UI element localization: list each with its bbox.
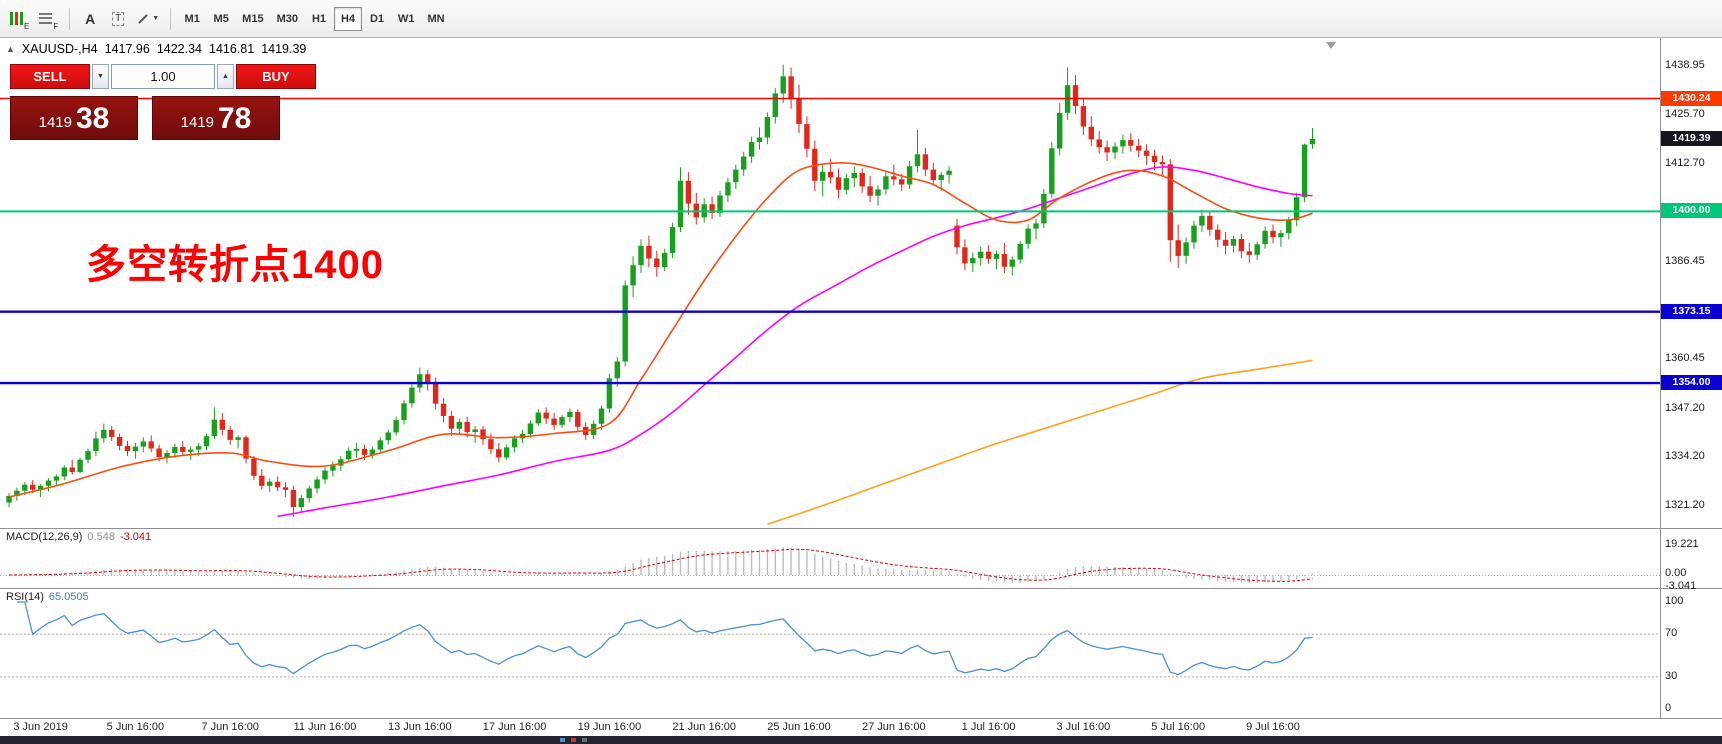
chart-ohlc-title: ▲ XAUUSD-,H4 1417.96 1422.34 1416.81 141… <box>6 42 306 56</box>
chart-shift-marker-icon[interactable] <box>1326 42 1336 49</box>
rsi-value: 65.0505 <box>48 591 89 603</box>
chevron-down-icon: ▼ <box>152 15 160 22</box>
bid-price-display: 1419 38 <box>10 96 138 140</box>
timeframe-toolbar: M1 M5 M15 M30 H1 H4 D1 W1 MN <box>178 6 450 31</box>
timeframe-h4-button[interactable]: H4 <box>333 6 362 31</box>
timeframe-m1-button[interactable]: M1 <box>184 12 200 25</box>
candlestick-chart-icon <box>10 12 23 25</box>
rsi-line <box>16 601 1313 676</box>
toolbar: E F A T ▼ M1 M5 M15 M30 H1 H4 D1 W1 MN <box>0 0 1722 38</box>
indicator-ea-e-button[interactable]: E <box>6 6 33 32</box>
close-value: 1419.39 <box>261 42 307 56</box>
macd-main-value: 0.548 <box>87 531 115 543</box>
taskbar-icon <box>571 738 576 742</box>
macd-pane <box>0 547 1660 583</box>
volume-increase-button[interactable]: ▲ <box>217 64 234 89</box>
volume-input[interactable] <box>111 64 215 89</box>
rsi-pane <box>0 601 1660 678</box>
panel-collapse-icon[interactable]: ▲ <box>6 44 15 54</box>
timeframe-w1-button[interactable]: W1 <box>397 12 415 25</box>
candles-layer <box>6 64 1316 517</box>
bid-price-main: 1419 <box>38 114 72 131</box>
tool-f-label: F <box>53 21 59 31</box>
macd-signal-value: -3.041 <box>119 531 152 543</box>
list-lines-icon <box>39 13 53 24</box>
ask-price-main: 1419 <box>180 114 214 131</box>
font-tool-button[interactable]: A <box>77 6 103 32</box>
symbol-period-label: XAUUSD-,H4 <box>21 42 98 56</box>
tool-e-label: E <box>24 21 30 31</box>
low-value: 1416.81 <box>209 42 255 56</box>
macd-histogram <box>16 547 1314 583</box>
timeframe-mn-button[interactable]: MN <box>427 12 445 25</box>
timeframe-d1-button[interactable]: D1 <box>369 12 385 25</box>
macd-signal-line <box>9 548 1313 582</box>
rsi-name: RSI(14) <box>6 591 44 603</box>
taskbar-icon <box>560 738 565 742</box>
buy-button[interactable]: BUY <box>236 64 316 89</box>
chart-text-annotation[interactable]: 多空转折点1400 <box>86 243 384 287</box>
macd-name: MACD(12,26,9) <box>6 531 83 543</box>
text-box-icon: T <box>112 11 125 26</box>
timeframe-h1-button[interactable]: H1 <box>311 12 327 25</box>
timeframe-m15-button[interactable]: M15 <box>242 12 264 25</box>
macd-indicator-label: MACD(12,26,9) 0.548 -3.041 <box>6 531 151 543</box>
toolbar-separator <box>69 7 71 30</box>
timeframe-m30-button[interactable]: M30 <box>276 12 298 25</box>
text-tool-button[interactable]: T <box>105 6 131 32</box>
ask-price-display: 1419 78 <box>152 96 280 140</box>
taskbar-strip <box>0 736 1722 744</box>
ask-price-pips: 78 <box>218 102 252 135</box>
ma-fast-line[interactable] <box>8 162 1313 498</box>
sell-button[interactable]: SELL <box>10 64 90 89</box>
font-a-icon: A <box>85 10 96 27</box>
high-value: 1422.34 <box>156 42 203 56</box>
bid-price-pips: 38 <box>76 102 110 135</box>
one-click-trading-panel: SELL ▼ ▲ BUY 1419 38 1419 78 <box>10 64 316 140</box>
ma-slow-line[interactable] <box>767 359 1313 526</box>
rsi-indicator-label: RSI(14) 65.0505 <box>6 591 89 603</box>
pencil-icon <box>138 13 149 24</box>
open-value: 1417.96 <box>104 42 150 56</box>
toolbar-separator <box>170 7 172 30</box>
indicator-ea-f-button[interactable]: F <box>35 6 62 32</box>
draw-tools-dropdown-button[interactable]: ▼ <box>133 6 163 32</box>
ma-medium-line[interactable] <box>277 166 1313 518</box>
taskbar-icon <box>582 738 587 742</box>
volume-decrease-button[interactable]: ▼ <box>92 64 109 89</box>
timeframe-m5-button[interactable]: M5 <box>213 12 229 25</box>
